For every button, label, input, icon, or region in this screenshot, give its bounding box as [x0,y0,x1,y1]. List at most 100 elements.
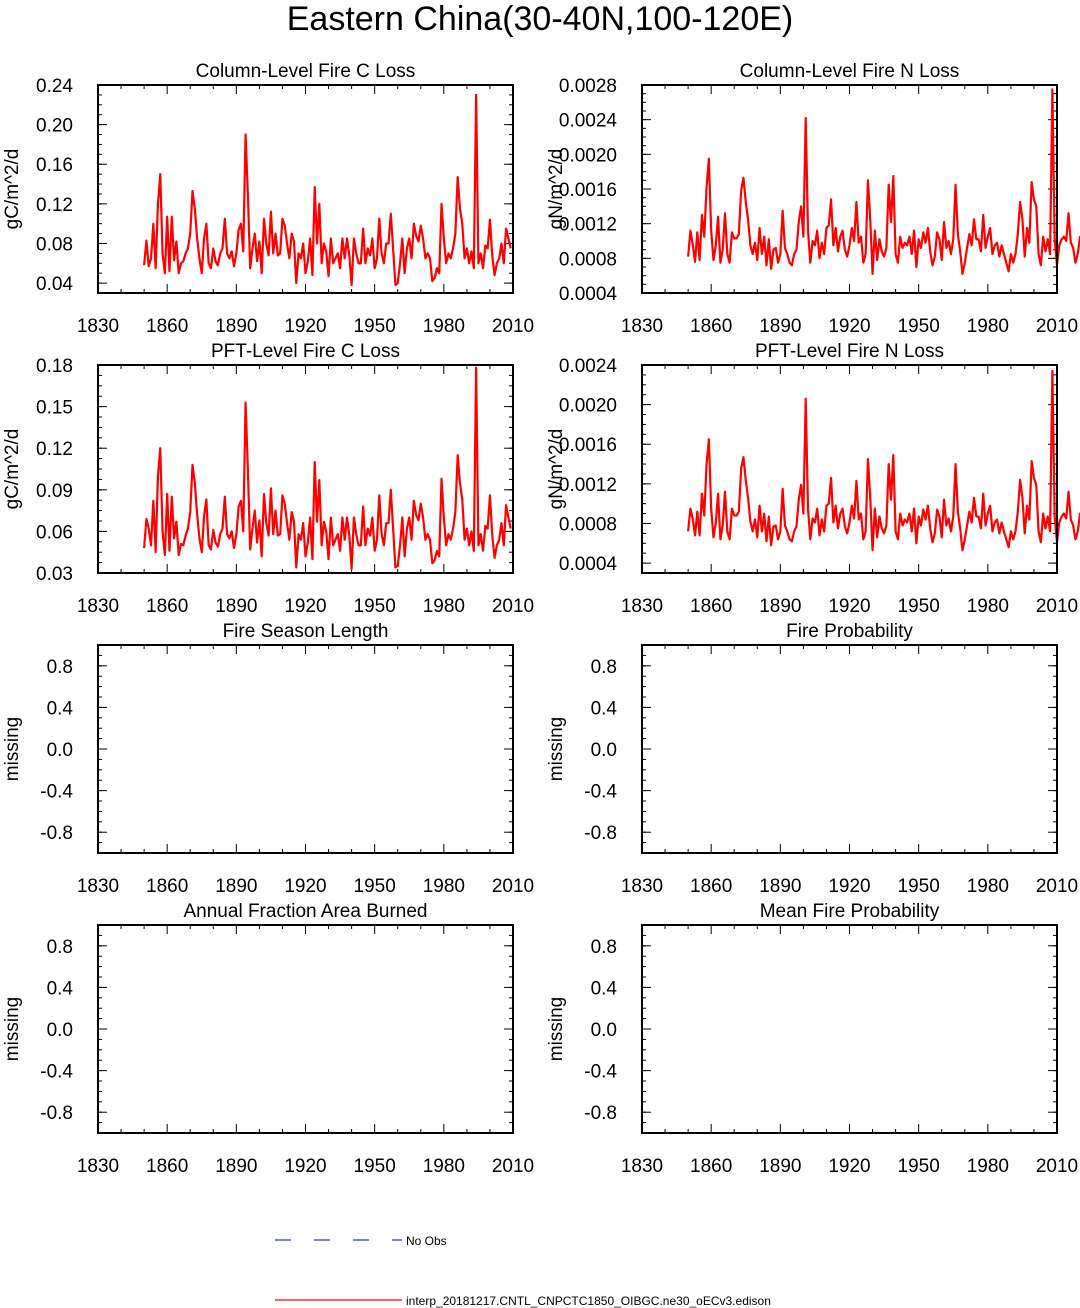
y-axis-label: gN/m^2/d [546,429,567,510]
x-tick-label: 1830 [77,316,119,337]
y-tick-label: 0.24 [36,76,73,97]
x-tick-label: 1890 [215,1156,257,1177]
chart-title: Annual Fraction Area Burned [184,901,428,922]
y-tick-label: -0.8 [40,1103,73,1124]
x-tick-label: 2010 [492,1156,534,1177]
series-line [143,93,512,287]
y-tick-label: 0.8 [591,657,617,678]
y-tick-label: 0.12 [36,195,73,216]
x-tick-label: 1950 [898,316,940,337]
x-tick-label: 1860 [146,1156,188,1177]
y-tick-label: 0.4 [47,698,74,719]
x-tick-label: 1860 [690,596,732,617]
x-tick-label: 1830 [77,876,119,897]
x-tick-label: 1920 [828,596,870,617]
y-tick-label: 0.18 [36,356,73,377]
y-tick-label: 0.16 [36,155,73,176]
x-tick-label: 1830 [77,1156,119,1177]
x-tick-label: 1920 [284,876,326,897]
x-tick-label: 1920 [828,876,870,897]
chart-panel: PFT-Level Fire C Loss gC/m^2/d 1830 1860 189… [2,341,534,617]
y-tick-label: 0.15 [36,398,73,419]
plot-frame [641,644,1058,854]
chart-panel: Column-Level Fire C Loss gC/m^2/d 1830 1860… [2,61,534,337]
x-tick-label: 1860 [146,316,188,337]
y-tick-label: 0.0016 [559,180,617,201]
x-tick-label: 1950 [354,876,396,897]
y-axis-label: missing [546,997,567,1061]
x-tick-label: 1830 [77,596,119,617]
x-tick-label: 1980 [423,876,465,897]
y-tick-label: 0.03 [36,564,73,585]
x-tick-label: 1980 [423,1156,465,1177]
x-tick-label: 1830 [621,596,663,617]
y-tick-label: 0.04 [36,274,73,295]
chart-title: Column-Level Fire C Loss [196,61,416,82]
y-axis-label: missing [2,717,23,781]
y-tick-label: 0.4 [47,978,74,999]
plot-frame [97,84,514,294]
y-axis-label: gN/m^2/d [546,149,567,230]
x-tick-label: 1830 [621,1156,663,1177]
chart-panel: Fire Probability missing 1830 1860 1890 1920 1… [546,621,1078,897]
plot-frame [641,924,1058,1134]
legend: No Obs interp_20181217.CNTL_CNPCTC1850_O… [275,1234,771,1308]
y-tick-label: 0.0004 [559,554,618,575]
x-tick-label: 1980 [423,596,465,617]
y-axis-label: missing [546,717,567,781]
y-tick-label: 0.09 [36,481,73,502]
y-tick-label: 0.0016 [559,435,617,456]
chart-title: PFT-Level Fire C Loss [211,341,400,362]
x-tick-label: 1950 [898,1156,940,1177]
y-tick-label: 0.0008 [559,514,617,535]
x-tick-label: 1920 [828,1156,870,1177]
x-tick-label: 1890 [215,876,257,897]
y-tick-label: 0.08 [36,234,73,255]
series-line [687,88,1080,276]
y-tick-label: 0.20 [36,116,73,137]
y-tick-label: 0.0024 [559,111,618,132]
chart-title: Fire Probability [786,621,913,642]
x-tick-label: 1920 [828,316,870,337]
y-tick-label: 0.0 [47,1020,73,1041]
x-tick-label: 1890 [759,1156,801,1177]
x-tick-label: 2010 [1036,596,1078,617]
x-tick-label: 1890 [759,316,801,337]
chart-panel: Annual Fraction Area Burned missing 1830 18… [2,901,534,1177]
plot-frame [97,924,514,1134]
y-axis-label: missing [2,997,23,1061]
x-tick-label: 1860 [690,1156,732,1177]
x-tick-label: 1890 [759,596,801,617]
x-tick-label: 1860 [690,876,732,897]
y-tick-label: 0.0012 [559,215,617,236]
y-tick-label: 0.0028 [559,76,617,97]
y-tick-label: 0.06 [36,522,73,543]
y-tick-label: -0.4 [584,782,617,803]
y-tick-label: 0.8 [591,937,617,958]
y-tick-label: -0.4 [40,1062,73,1083]
y-tick-label: 0.0012 [559,475,617,496]
x-tick-label: 1980 [967,596,1009,617]
x-tick-label: 1830 [621,876,663,897]
y-tick-label: 0.0024 [559,356,618,377]
y-tick-label: 0.0004 [559,284,618,305]
x-tick-label: 1890 [215,596,257,617]
x-tick-label: 1860 [146,596,188,617]
x-tick-label: 1830 [621,316,663,337]
y-tick-label: 0.4 [591,978,618,999]
y-axis-label: gC/m^2/d [2,429,23,510]
x-tick-label: 1920 [284,1156,326,1177]
chart-panel: Fire Season Length missing 1830 1860 1890 192… [2,621,534,897]
x-tick-label: 1980 [967,1156,1009,1177]
y-tick-label: 0.4 [591,698,618,719]
x-tick-label: 1950 [898,876,940,897]
x-tick-label: 1920 [284,316,326,337]
x-tick-label: 2010 [1036,876,1078,897]
plot-frame [97,644,514,854]
x-tick-label: 2010 [1036,1156,1078,1177]
x-tick-label: 2010 [492,876,534,897]
chart-title: Mean Fire Probability [760,901,940,922]
y-tick-label: 0.12 [36,439,73,460]
legend-model-label: interp_20181217.CNTL_CNPCTC1850_OIBGC.ne… [406,1294,771,1308]
y-tick-label: -0.8 [584,823,617,844]
